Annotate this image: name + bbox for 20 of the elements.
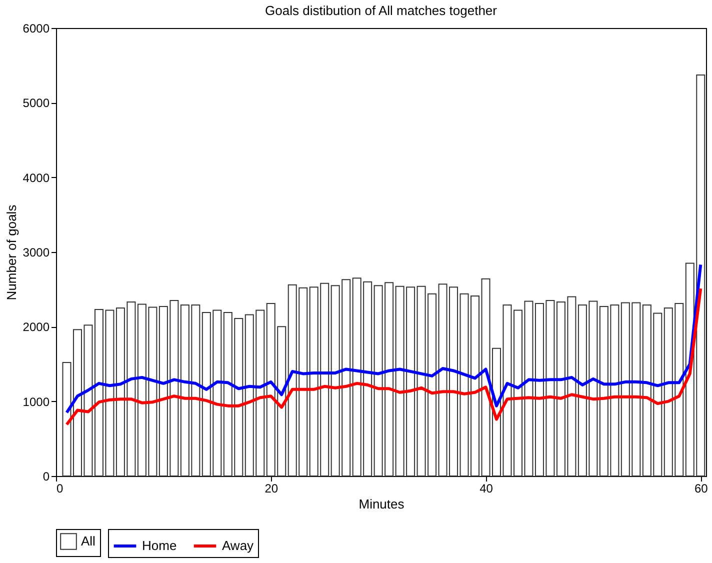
x-tick-label: 60 xyxy=(694,482,708,496)
x-tick-label: 0 xyxy=(56,482,64,496)
x-tick-label: 40 xyxy=(480,482,494,496)
y-tick-label: 3000 xyxy=(22,246,50,260)
y-tick-label: 4000 xyxy=(22,170,50,185)
line-series xyxy=(65,287,702,426)
y-tick-label: 5000 xyxy=(22,96,50,110)
legend-label: Away xyxy=(222,538,254,553)
y-tick-label: 0 xyxy=(42,470,50,484)
x-axis-title: Minutes xyxy=(358,496,405,512)
chart-title: Goals distibution of All matches together xyxy=(265,3,498,18)
y-axis-title: Number of goals xyxy=(4,204,19,300)
legend-label: Home xyxy=(142,538,177,553)
bar xyxy=(62,362,72,476)
x-tick-label: 20 xyxy=(264,482,278,496)
y-tick-label: 2000 xyxy=(22,320,50,334)
legend-label: All xyxy=(81,534,96,548)
y-tick-label: 6000 xyxy=(22,22,50,36)
y-tick-label: 1000 xyxy=(22,394,50,409)
line-series xyxy=(65,263,702,414)
